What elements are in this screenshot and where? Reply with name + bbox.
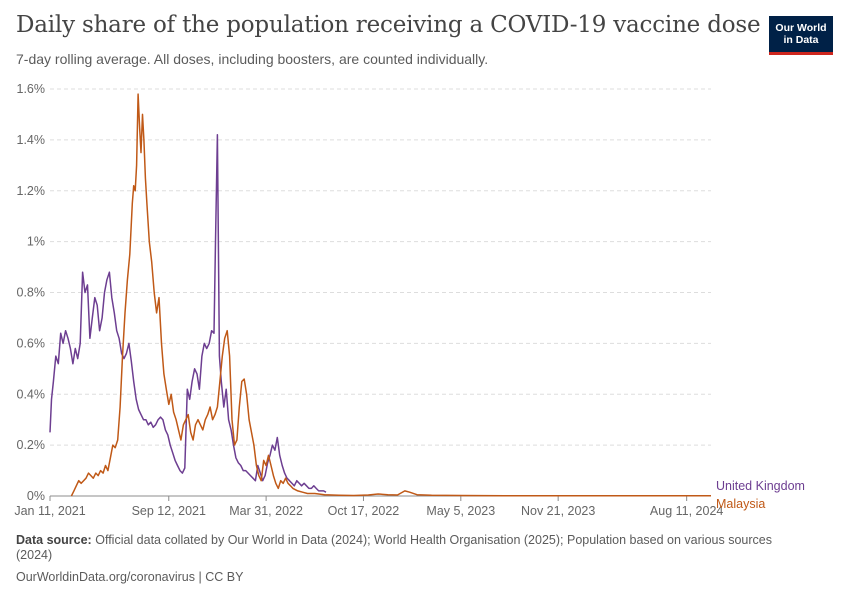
y-tick-label: 0.6% [17, 336, 46, 350]
y-tick-label: 0.8% [17, 286, 46, 300]
series-line-united-kingdom [49, 134, 327, 493]
x-tick-label: Nov 21, 2023 [521, 504, 595, 518]
y-tick-label: 1.6% [17, 82, 46, 96]
footer-source: Data source: Official data collated by O… [16, 533, 806, 563]
y-tick-label: 1% [27, 235, 45, 249]
y-tick-label: 0.4% [17, 387, 46, 401]
logo-line-2: in Data [783, 34, 819, 46]
series-label-malaysia: Malaysia [716, 497, 765, 511]
chart-title: Daily share of the population receiving … [16, 12, 761, 38]
x-axis-tick-labels: Jan 11, 2021 Sep 12, 2021 Mar 31, 2022 Oct … [14, 504, 723, 518]
grid-layer [49, 88, 711, 501]
x-tick-label: Jan 11, 2021 [14, 504, 85, 518]
y-tick-label: 1.4% [17, 133, 46, 147]
chart-subtitle: 7-day rolling average. All doses, includ… [16, 51, 489, 67]
series-layer [49, 93, 711, 497]
x-tick-label: Sep 12, 2021 [132, 504, 206, 518]
footer-url[interactable]: OurWorldinData.org/coronavirus | CC BY [16, 570, 244, 584]
source-label: Data source: [16, 533, 92, 547]
owid-logo[interactable]: Our World in Data [769, 16, 833, 55]
y-tick-label: 0.2% [17, 438, 46, 452]
x-tick-label: Oct 17, 2022 [328, 504, 400, 518]
y-tick-label: 1.2% [17, 184, 46, 198]
logo-line-1: Our World [775, 22, 827, 34]
series-labels: United Kingdom Malaysia [716, 479, 805, 511]
y-axis-tick-labels: 0% 0.2% 0.4% 0.6% 0.8% 1% 1.2% 1.4% 1.6% [17, 82, 46, 503]
x-tick-label: May 5, 2023 [426, 504, 495, 518]
y-tick-label: 0% [27, 489, 45, 503]
x-tick-label: Aug 11, 2024 [650, 504, 723, 518]
series-line-malaysia [70, 93, 711, 497]
source-text[interactable]: Official data collated by Our World in D… [16, 533, 772, 562]
series-label-united-kingdom: United Kingdom [716, 479, 805, 493]
x-tick-label: Mar 31, 2022 [229, 504, 303, 518]
